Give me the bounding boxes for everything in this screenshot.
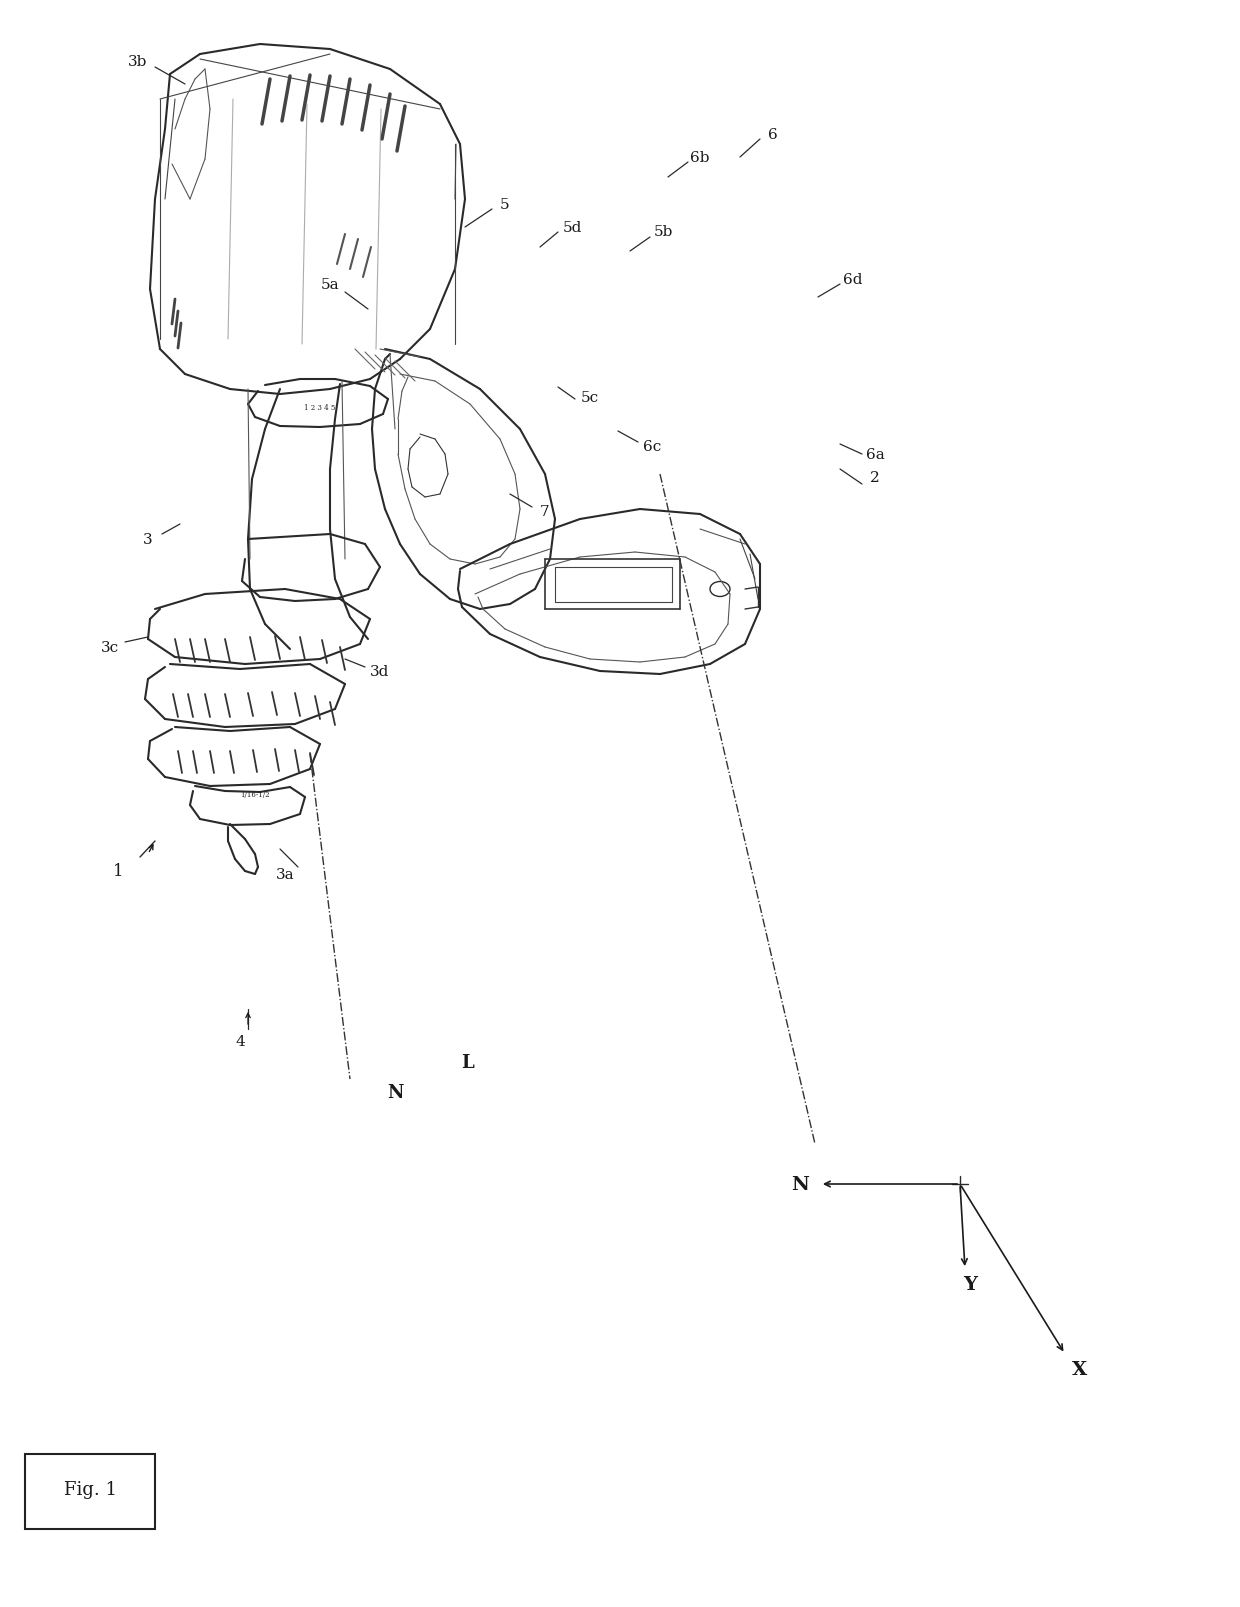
Text: L: L: [461, 1053, 475, 1072]
Text: 5d: 5d: [562, 220, 582, 235]
Text: 2: 2: [870, 471, 880, 485]
Text: 6a: 6a: [866, 448, 884, 461]
Text: 6: 6: [768, 129, 777, 141]
Text: 6d: 6d: [843, 273, 863, 286]
Text: 1 2 3 4 5: 1 2 3 4 5: [304, 403, 336, 411]
Text: 4: 4: [236, 1035, 244, 1048]
Text: Y: Y: [963, 1276, 977, 1294]
Text: 5b: 5b: [653, 225, 672, 239]
Text: 3b: 3b: [128, 55, 148, 69]
Text: N: N: [791, 1175, 808, 1194]
Text: N: N: [387, 1083, 403, 1101]
Text: 6b: 6b: [691, 151, 709, 166]
FancyBboxPatch shape: [25, 1454, 155, 1528]
Text: 3: 3: [143, 532, 153, 546]
Text: 1: 1: [113, 863, 123, 881]
Text: 6c: 6c: [642, 440, 661, 453]
Text: 5a: 5a: [321, 278, 340, 292]
Text: Fig. 1: Fig. 1: [63, 1480, 117, 1498]
Text: 5c: 5c: [580, 391, 599, 405]
Text: 3d: 3d: [371, 665, 389, 678]
Text: 5: 5: [500, 198, 510, 212]
Text: 7: 7: [541, 505, 549, 519]
Text: 3c: 3c: [100, 641, 119, 654]
Text: 3a: 3a: [275, 868, 294, 882]
Text: 1/16-1/2: 1/16-1/2: [241, 791, 270, 799]
Text: X: X: [1073, 1360, 1087, 1379]
